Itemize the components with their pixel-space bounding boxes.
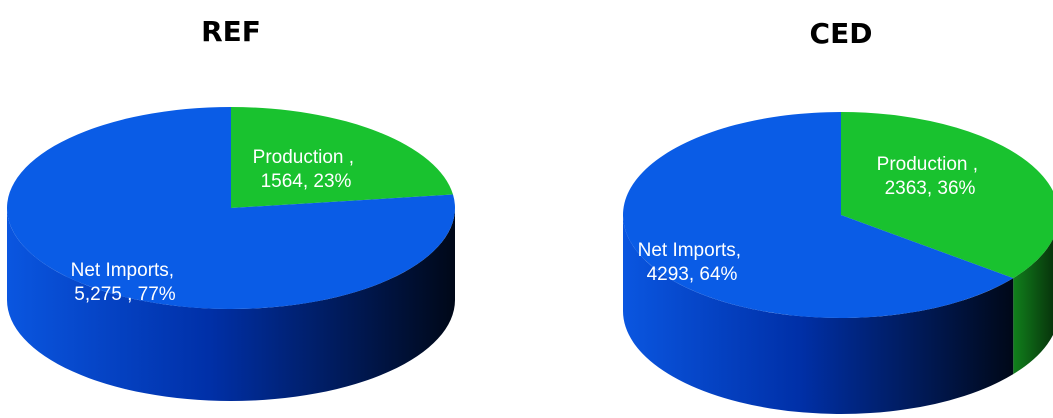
ced-net-imports-label-line-1: Net Imports, bbox=[638, 240, 741, 261]
ced-net-imports-label-line-2: 4293, 64% bbox=[647, 264, 738, 285]
ced-chart-title: CED bbox=[810, 17, 873, 50]
ref-pie-top bbox=[7, 107, 455, 309]
ref-net-imports-label-line-1: Net Imports, bbox=[71, 260, 174, 281]
ref-production-label-line-1: Production , bbox=[253, 147, 354, 168]
ced-pie-side bbox=[623, 215, 1053, 414]
ref-production-label: Production , 1564, 23% bbox=[253, 147, 360, 192]
ref-net-imports-label-line-2: 5,275 , 77% bbox=[74, 284, 176, 305]
ced-pie-chart: CED Production , 2363, 36% Net Imports, … bbox=[622, 17, 1053, 414]
ref-production-label-line-2: 1564, 23% bbox=[261, 171, 352, 192]
ced-net-imports-label: Net Imports, 4293, 64% bbox=[638, 240, 747, 285]
ref-chart-title: REF bbox=[201, 15, 261, 48]
ced-production-label: Production , 2363, 36% bbox=[877, 154, 984, 199]
ref-net-imports-slice bbox=[7, 107, 455, 309]
ced-production-label-line-1: Production , bbox=[877, 154, 978, 175]
ced-net-imports-side bbox=[623, 215, 1014, 414]
ced-production-side bbox=[1013, 238, 1053, 375]
ref-pie-side bbox=[7, 208, 455, 401]
ced-pie-top bbox=[622, 112, 1053, 318]
ced-production-label-line-2: 2363, 36% bbox=[885, 178, 976, 199]
ced-net-imports-slice bbox=[622, 112, 1014, 318]
ref-net-imports-label: Net Imports, 5,275 , 77% bbox=[71, 260, 180, 305]
ref-pie-chart: REF Production , 1564, 23% Net Imports, … bbox=[7, 15, 455, 401]
ced-production-slice bbox=[841, 112, 1053, 279]
ref-net-imports-side bbox=[7, 208, 455, 401]
ref-production-slice bbox=[231, 107, 453, 208]
